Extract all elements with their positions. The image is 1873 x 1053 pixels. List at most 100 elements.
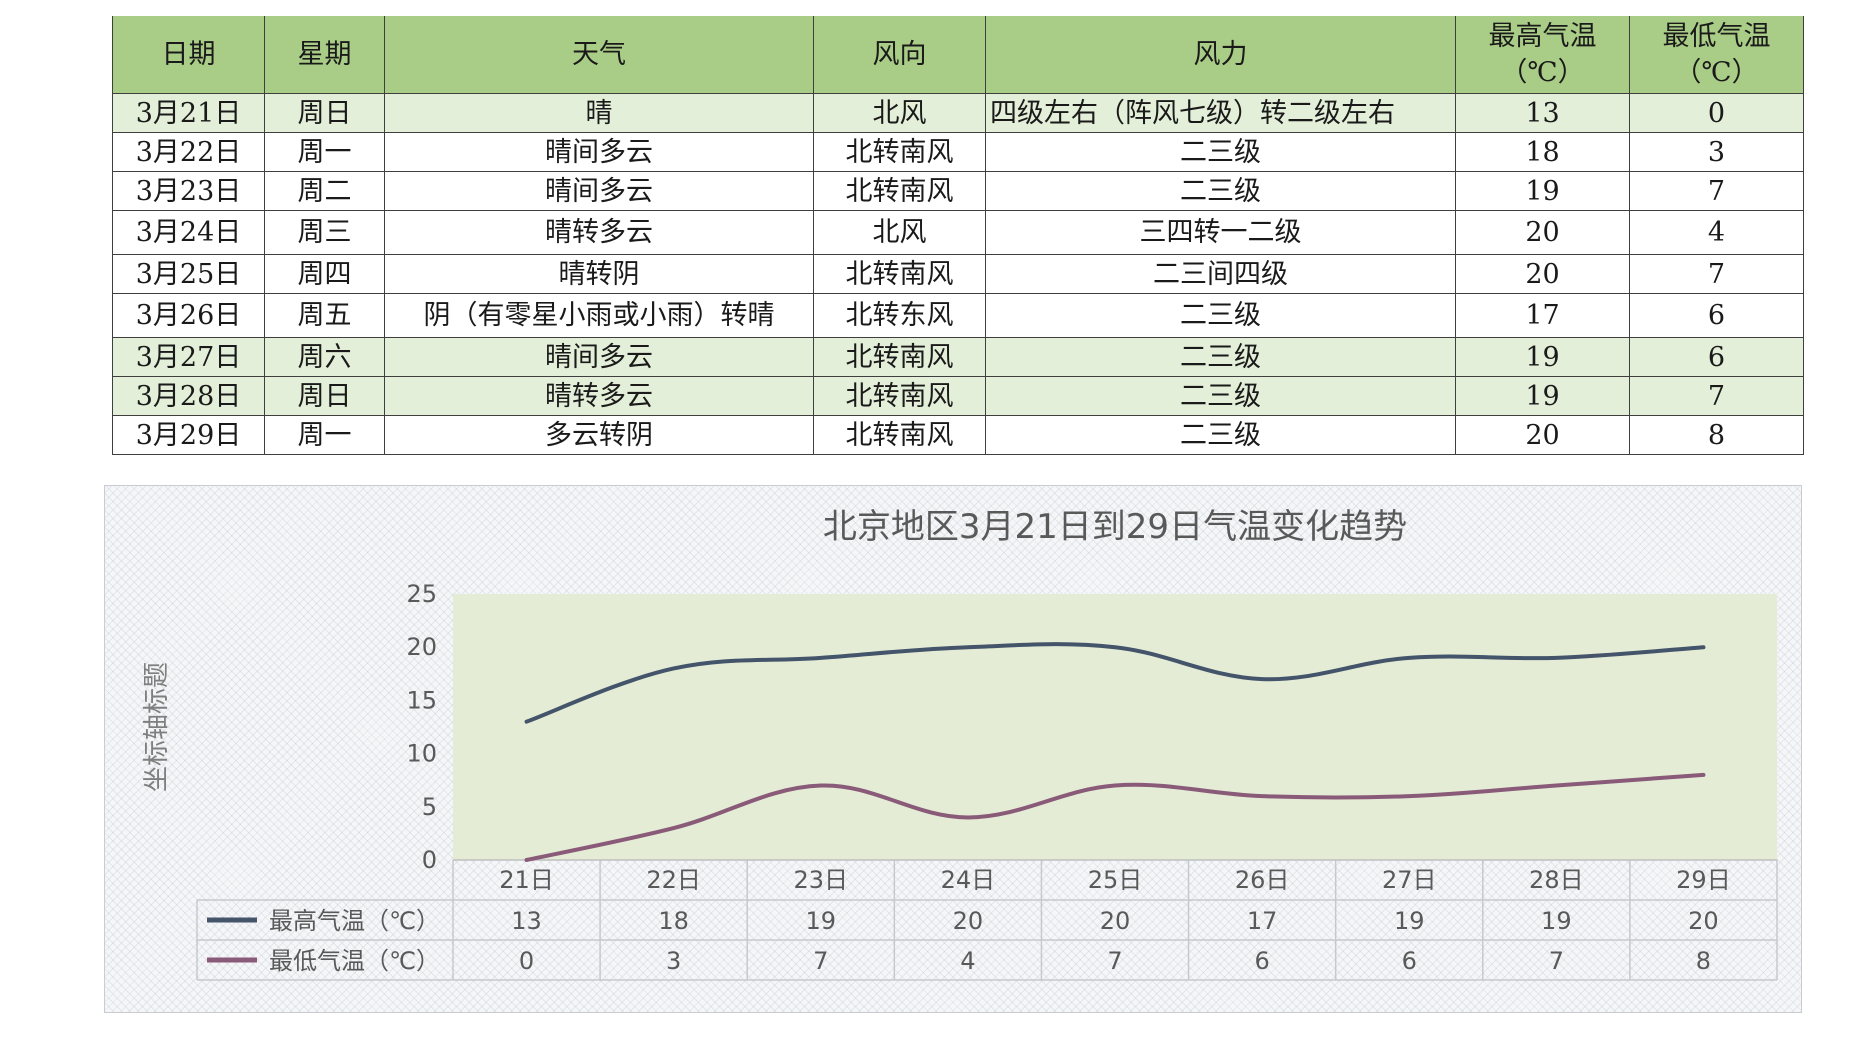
data-table-value: 7 [1107,947,1122,975]
data-table-value: 4 [960,947,975,975]
cell-high-temp: 19 [1455,376,1630,416]
cell-low-temp: 7 [1629,376,1804,416]
header-wind-direction: 风向 [813,16,986,94]
y-tick-label: 5 [422,793,437,821]
series-line-low [524,772,1706,862]
cell-wind-force: 二三级 [985,293,1456,338]
cell-date: 3月28日 [112,376,265,416]
cell-wind-direction: 北转南风 [813,337,986,377]
cell-weekday: 周一 [264,132,385,172]
series-line-high [524,642,1706,724]
data-table-value: 20 [953,907,984,935]
x-tick-label: 21日 [499,866,554,894]
y-tick-label: 20 [406,633,437,661]
header-high-temp-label: 最高气温 [1488,20,1597,52]
plot-area [453,594,1777,860]
cell-wind-force: 三四转一二级 [985,210,1456,255]
cell-wind-force: 二三间四级 [985,254,1456,294]
cell-weekday: 周四 [264,254,385,294]
cell-wind-direction: 北转东风 [813,293,986,338]
data-table-value: 20 [1688,907,1719,935]
header-weather: 天气 [384,16,814,94]
data-table-value: 3 [666,947,681,975]
temperature-chart: 北京地区3月21日到29日气温变化趋势 0 5 10 15 20 25 坐标轴标题 21日 22日… [104,485,1802,1013]
x-tick-label: 27日 [1382,866,1437,894]
x-tick-label: 25日 [1088,866,1143,894]
table-row: 3月25日 周四 晴转阴 北转南风 二三间四级 20 7 [112,254,1804,294]
cell-weekday: 周三 [264,210,385,255]
cell-wind-direction: 北转南风 [813,171,986,211]
cell-weather: 多云转阴 [384,415,814,455]
cell-high-temp: 13 [1455,93,1630,133]
cell-weather: 阴（有零星小雨或小雨）转晴 [384,293,814,338]
cell-low-temp: 6 [1629,337,1804,377]
cell-weekday: 周六 [264,337,385,377]
table-row: 3月28日 周日 晴转多云 北转南风 二三级 19 7 [112,376,1804,416]
x-tick-label: 24日 [941,866,996,894]
data-table-value: 13 [511,907,542,935]
cell-wind-force: 二三级 [985,376,1456,416]
header-high-temp-unit: （℃） [1500,56,1585,88]
cell-low-temp: 3 [1629,132,1804,172]
x-tick-label: 26日 [1235,866,1290,894]
table-row: 3月22日 周一 晴间多云 北转南风 二三级 18 3 [112,132,1804,172]
chart-svg: 北京地区3月21日到29日气温变化趋势 0 5 10 15 20 25 坐标轴标题 21日 22日… [142,507,1778,981]
cell-wind-direction: 北转南风 [813,254,986,294]
cell-weekday: 周五 [264,293,385,338]
data-table-value: 17 [1247,907,1278,935]
cell-date: 3月24日 [112,210,265,255]
data-table-value: 19 [806,907,837,935]
header-low-temp: 最低气温 （℃） [1629,16,1804,94]
chart-title: 北京地区3月21日到29日气温变化趋势 [823,507,1407,547]
x-tick-label: 29日 [1676,866,1731,894]
y-tick-label: 10 [406,740,437,768]
cell-date: 3月29日 [112,415,265,455]
cell-high-temp: 17 [1455,293,1630,338]
y-axis-title: 坐标轴标题 [142,662,172,792]
cell-wind-direction: 北转南风 [813,376,986,416]
cell-high-temp: 20 [1455,415,1630,455]
cell-weather: 晴转阴 [384,254,814,294]
x-tick-label: 22日 [646,866,701,894]
cell-low-temp: 0 [1629,93,1804,133]
cell-wind-force: 二三级 [985,132,1456,172]
cell-wind-direction: 北转南风 [813,132,986,172]
data-table-value: 19 [1541,907,1572,935]
cell-date: 3月27日 [112,337,265,377]
cell-weather: 晴转多云 [384,376,814,416]
table-row: 3月21日 周日 晴 北风 四级左右（阵风七级）转二级左右 13 0 [112,93,1804,133]
cell-date: 3月23日 [112,171,265,211]
table-row: 3月27日 周六 晴间多云 北转南风 二三级 19 6 [112,337,1804,377]
cell-weekday: 周日 [264,93,385,133]
cell-weather: 晴间多云 [384,171,814,211]
data-table-value: 20 [1100,907,1131,935]
cell-wind-force: 二三级 [985,171,1456,211]
data-table-value: 8 [1696,947,1711,975]
cell-high-temp: 19 [1455,171,1630,211]
cell-weekday: 周一 [264,415,385,455]
cell-weather: 晴间多云 [384,132,814,172]
header-low-temp-unit: （℃） [1674,56,1759,88]
legend-label: 最低气温（℃） [269,947,440,975]
cell-wind-direction: 北风 [813,93,986,133]
data-table-value: 19 [1394,907,1425,935]
header-low-temp-label: 最低气温 [1662,20,1771,52]
cell-low-temp: 7 [1629,171,1804,211]
cell-high-temp: 18 [1455,132,1630,172]
cell-weather: 晴间多云 [384,337,814,377]
header-high-temp: 最高气温 （℃） [1455,16,1630,94]
data-table-value: 0 [519,947,534,975]
cell-date: 3月22日 [112,132,265,172]
header-wind-force: 风力 [985,16,1456,94]
cell-date: 3月25日 [112,254,265,294]
cell-wind-force: 二三级 [985,337,1456,377]
cell-weekday: 周日 [264,376,385,416]
y-tick-label: 0 [422,846,437,874]
cell-low-temp: 8 [1629,415,1804,455]
table-row: 3月26日 周五 阴（有零星小雨或小雨）转晴 北转东风 二三级 17 6 [112,293,1804,338]
table-row: 3月29日 周一 多云转阴 北转南风 二三级 20 8 [112,415,1804,455]
data-table-value: 7 [813,947,828,975]
table-header-row: 日期 星期 天气 风向 风力 最高气温 （℃） 最低气温 （℃） [112,16,1804,94]
cell-low-temp: 6 [1629,293,1804,338]
table-row: 3月23日 周二 晴间多云 北转南风 二三级 19 7 [112,171,1804,211]
